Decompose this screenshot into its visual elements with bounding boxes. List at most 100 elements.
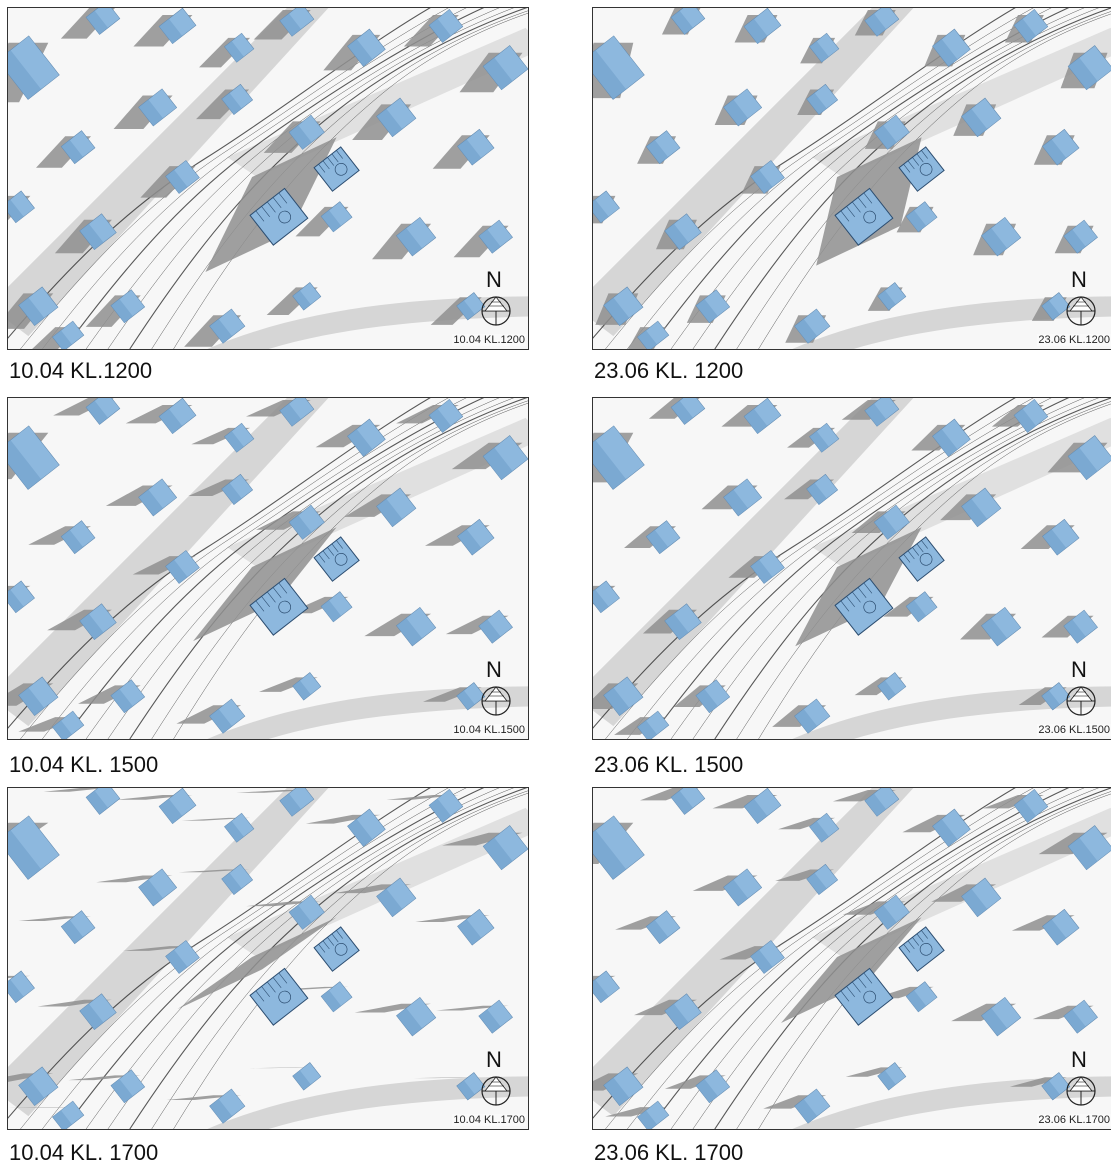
building (1067, 435, 1111, 481)
shadow-map-panel: N 10.04 KL.1700 (7, 787, 529, 1130)
site-map (8, 8, 528, 349)
project-building (898, 536, 945, 582)
project-building (313, 536, 360, 582)
building (165, 550, 200, 584)
contour-line (8, 8, 431, 339)
site-map (593, 788, 1111, 1129)
panel-stamp: 23.06 KL.1200 (1037, 334, 1111, 346)
contour-line (8, 398, 431, 729)
project-building (249, 187, 309, 246)
road (8, 788, 329, 1117)
project-building (313, 146, 360, 192)
contour-line (758, 793, 1111, 1129)
contour-line (20, 8, 449, 349)
building (79, 213, 117, 251)
building (279, 788, 315, 817)
building (645, 910, 681, 945)
panel-caption: 10.04 KL. 1500 (9, 752, 159, 777)
building (110, 679, 146, 714)
building (18, 676, 59, 716)
contour-line (605, 398, 1034, 739)
building (347, 28, 386, 67)
building (138, 868, 178, 907)
building (695, 679, 731, 714)
building (593, 970, 620, 1004)
building (1063, 219, 1098, 254)
building-shadow (178, 869, 250, 873)
building (158, 8, 197, 45)
contour-line (129, 8, 528, 349)
building (695, 1069, 731, 1104)
building (637, 710, 670, 739)
north-compass-icon (481, 686, 511, 716)
building (224, 812, 255, 843)
building (723, 478, 763, 517)
building (723, 88, 763, 127)
building (1041, 1072, 1071, 1101)
contour-line (42, 788, 467, 1129)
contour-line (593, 398, 1016, 729)
contour-line (129, 398, 528, 739)
building (743, 8, 782, 45)
building (873, 114, 910, 150)
building (482, 825, 528, 871)
project-building (249, 967, 309, 1026)
building (981, 606, 1022, 647)
project-building (898, 146, 945, 192)
building (85, 8, 121, 35)
building (60, 520, 96, 555)
project-building (313, 926, 360, 972)
building (1063, 999, 1098, 1034)
panel-caption: 23.06 KL. 1200 (594, 358, 744, 383)
site-map (8, 398, 528, 739)
shadow-map-panel: N 23.06 KL.1200 (592, 7, 1111, 350)
building (593, 580, 620, 614)
project-shadow (177, 917, 337, 1010)
building (18, 286, 59, 326)
building (60, 910, 96, 945)
building (79, 603, 117, 641)
building (1067, 45, 1111, 91)
building (482, 45, 528, 91)
contour-line (173, 403, 528, 739)
building (376, 877, 417, 918)
building (8, 190, 35, 224)
panel-stamp: 23.06 KL.1700 (1037, 1114, 1111, 1126)
north-compass-icon (1066, 1076, 1096, 1106)
building (221, 863, 254, 895)
building (864, 398, 900, 427)
north-label: N (486, 1047, 502, 1072)
building (221, 83, 254, 115)
contour-line (107, 788, 515, 1129)
building (8, 580, 35, 614)
project-building (834, 187, 894, 246)
panel-caption: 23.06 KL. 1500 (594, 752, 744, 777)
panel-caption: 10.04 KL.1200 (9, 358, 153, 383)
building (292, 1062, 322, 1091)
north-arrow: N (480, 1047, 514, 1107)
panel-stamp: 10.04 KL.1200 (452, 334, 526, 346)
building-shadow (249, 1067, 318, 1069)
building (224, 422, 255, 453)
north-arrow: N (480, 267, 514, 327)
building (457, 128, 495, 166)
north-compass-icon (1066, 296, 1096, 326)
building (877, 282, 907, 311)
north-arrow: N (480, 657, 514, 717)
building (288, 504, 325, 540)
building (905, 981, 938, 1013)
contour-line (714, 788, 1111, 1129)
building (1041, 682, 1071, 711)
building (981, 996, 1022, 1037)
building (482, 435, 528, 481)
building (593, 815, 645, 880)
building (877, 1062, 907, 1091)
contour-line (151, 790, 528, 1129)
building (603, 1066, 644, 1106)
building (664, 993, 702, 1031)
building (873, 894, 910, 930)
building-shadow (8, 1107, 82, 1108)
building (864, 788, 900, 817)
shadow-map-panel: N 23.06 KL.1700 (592, 787, 1111, 1130)
building (664, 603, 702, 641)
